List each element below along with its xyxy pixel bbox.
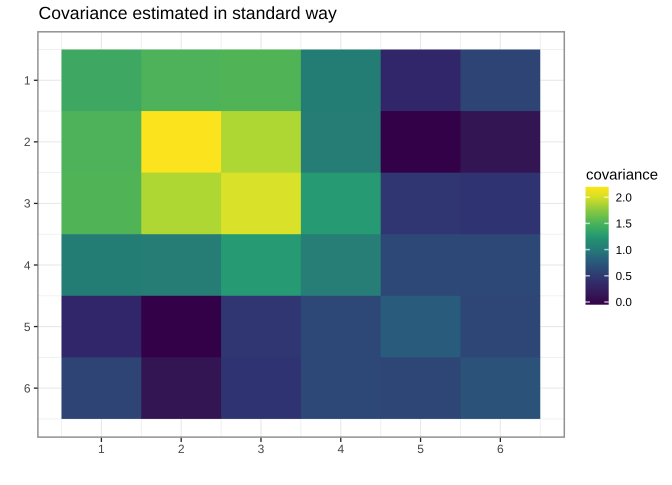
svg-text:2: 2	[178, 442, 185, 456]
svg-text:0.5: 0.5	[616, 270, 633, 283]
svg-text:3: 3	[24, 197, 31, 211]
svg-text:4: 4	[24, 258, 31, 272]
svg-text:5: 5	[417, 442, 424, 456]
svg-text:2.0: 2.0	[616, 191, 633, 204]
svg-text:covariance: covariance	[586, 167, 658, 183]
svg-text:1: 1	[24, 74, 31, 88]
svg-text:1.0: 1.0	[616, 244, 633, 257]
svg-text:0.0: 0.0	[616, 296, 633, 309]
svg-text:1.5: 1.5	[616, 218, 633, 231]
svg-text:4: 4	[337, 442, 344, 456]
svg-text:6: 6	[497, 442, 504, 456]
svg-text:2: 2	[24, 135, 31, 149]
svg-text:Covariance estimated in standa: Covariance estimated in standard way	[39, 3, 337, 23]
svg-text:5: 5	[24, 320, 31, 334]
svg-text:6: 6	[24, 381, 31, 395]
svg-text:3: 3	[258, 442, 265, 456]
svg-text:1: 1	[98, 442, 105, 456]
